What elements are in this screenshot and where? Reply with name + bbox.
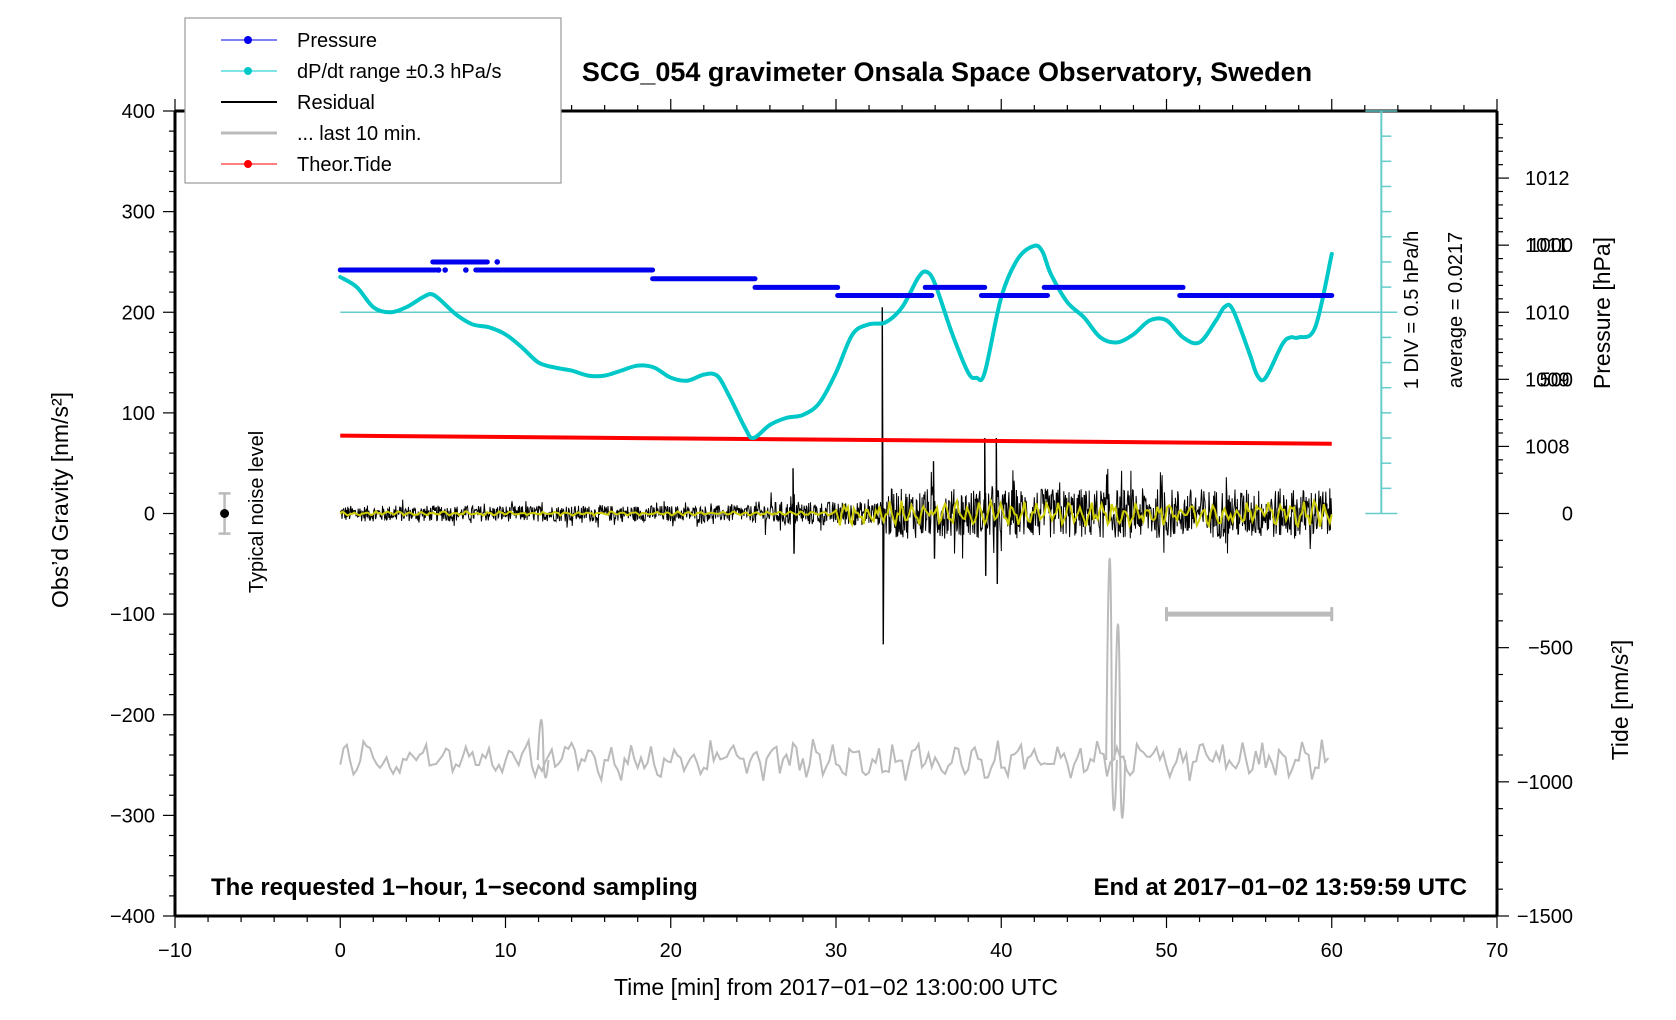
x-tick-label: 0 — [335, 940, 346, 962]
residual-spike — [881, 307, 885, 645]
y-tick-label-left: −200 — [110, 705, 155, 727]
legend-item: ... last 10 min. — [221, 123, 422, 145]
residual-spike — [984, 438, 988, 576]
legend-label: Theor.Tide — [297, 154, 392, 176]
y-tick-label-pressure: 1011 — [1525, 235, 1568, 257]
x-axis-title: Time [min] from 2017−01−02 13:00:00 UTC — [614, 974, 1058, 1000]
x-tick-label: 70 — [1486, 940, 1508, 962]
last-10-min-series — [339, 736, 1330, 784]
legend-label: ... last 10 min. — [297, 123, 422, 145]
x-tick-label: 10 — [494, 940, 516, 962]
last-10-min-spike — [1105, 557, 1118, 812]
y-axis-title-left: Obs’d Gravity [nm/s²] — [47, 392, 73, 608]
x-tick-label: 60 — [1321, 940, 1343, 962]
y-tick-label-tide: 0 — [1562, 504, 1573, 526]
y-tick-label-left: −300 — [110, 805, 155, 827]
pressure-point — [442, 267, 448, 273]
annotation-average: average = 0.0217 — [1445, 232, 1467, 388]
legend-item: Pressure — [221, 30, 377, 52]
y-tick-label-left: −400 — [110, 906, 155, 928]
annotation-div-scale: 1 DIV = 0.5 hPa/h — [1401, 231, 1423, 389]
y-tick-label-left: 400 — [122, 101, 155, 123]
legend-item: Theor.Tide — [221, 154, 392, 176]
noise-level-point — [220, 509, 230, 518]
y-tick-label-tide: 1000 — [1529, 235, 1574, 257]
y-axis-title-pressure: Pressure [hPa] — [1589, 237, 1615, 389]
x-tick-label: 30 — [825, 940, 847, 962]
residual-spike — [932, 461, 936, 559]
pressure-point — [463, 267, 469, 273]
chart-title: SCG_054 gravimeter Onsala Space Observat… — [582, 57, 1312, 87]
y-tick-label-left: 100 — [122, 403, 155, 425]
residual-series — [339, 468, 1333, 559]
pressure-point — [494, 259, 501, 265]
last-10-min-spike — [536, 719, 550, 779]
legend-item: dP/dt range ±0.3 hPa/s — [221, 61, 501, 83]
annotation-noise-level: Typical noise level — [246, 431, 268, 593]
x-tick-label: 50 — [1155, 940, 1177, 962]
y-tick-label-left: −100 — [110, 604, 155, 626]
legend-item: Residual — [221, 92, 375, 114]
residual-smoothed-series — [339, 497, 1333, 530]
residual-spike — [995, 438, 999, 584]
x-tick-label: 40 — [990, 940, 1012, 962]
x-tick-label: −10 — [158, 940, 192, 962]
legend-swatch-dot — [244, 67, 252, 75]
legend-label: Residual — [297, 92, 375, 114]
y-tick-label-pressure: 1009 — [1525, 369, 1570, 391]
y-tick-label-left: 300 — [122, 202, 155, 224]
residual-spike — [792, 468, 796, 554]
y-axis-title-tide: Tide [nm/s²] — [1607, 640, 1633, 761]
legend-swatch-dot — [244, 36, 252, 44]
pressure-point — [435, 267, 442, 273]
y-tick-label-pressure: 1010 — [1525, 302, 1570, 324]
y-tick-label-pressure: 1012 — [1525, 168, 1570, 190]
y-tick-label-tide: 500 — [1540, 369, 1573, 391]
legend-swatch-dot — [244, 160, 252, 168]
y-tick-label-pressure: 1008 — [1525, 436, 1570, 458]
y-tick-label-tide: −1000 — [1517, 772, 1573, 794]
dpdt-series — [338, 243, 1334, 441]
x-tick-label: 20 — [660, 940, 682, 962]
annotation-end-time: End at 2017−01−02 13:59:59 UTC — [1093, 874, 1467, 901]
legend-label: dP/dt range ±0.3 hPa/s — [297, 61, 501, 83]
legend-box — [184, 17, 562, 184]
legend-label: Pressure — [297, 30, 377, 52]
y-tick-label-tide: −1500 — [1517, 906, 1573, 928]
last-10-min-spike — [1113, 623, 1127, 819]
annotation-sampling: The requested 1−hour, 1−second sampling — [211, 874, 698, 901]
y-tick-label-left: 200 — [122, 302, 155, 324]
y-tick-label-left: 0 — [144, 504, 155, 526]
theor-tide-series — [340, 433, 1332, 446]
y-tick-label-tide: −500 — [1528, 638, 1573, 660]
